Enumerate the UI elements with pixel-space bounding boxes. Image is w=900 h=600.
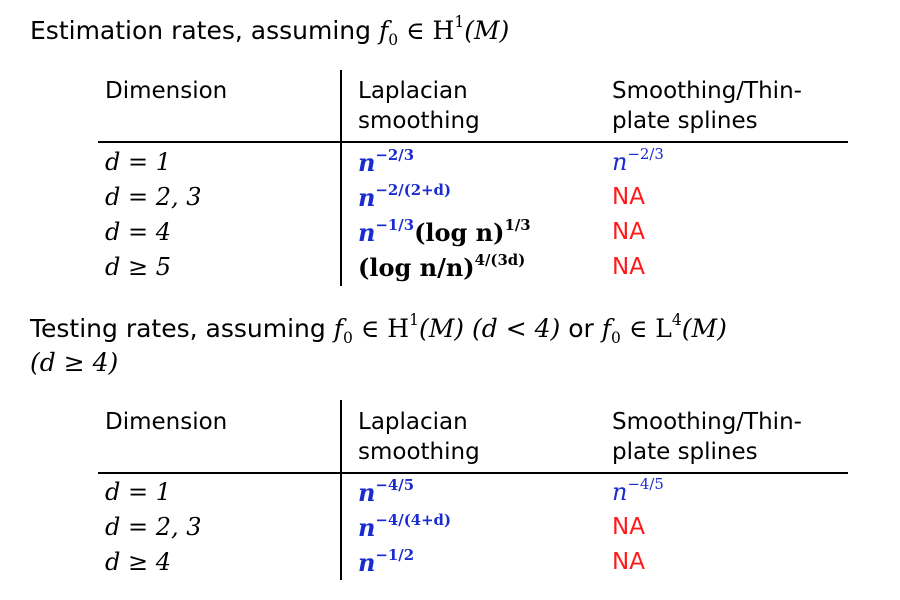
row-laplacian-rate: n−1/2 (358, 545, 415, 577)
header-dimension: Dimension (105, 78, 228, 104)
header-dimension: Dimension (105, 409, 228, 435)
row-dimension: d = 1 (105, 148, 171, 176)
header-rule (98, 141, 848, 143)
header-laplacian-line2: smoothing (358, 108, 480, 134)
row-spline-na: NA (612, 549, 645, 575)
row-dimension: d = 2, 3 (105, 183, 202, 211)
row-laplacian-rate: (log n/n)4/(3d) (358, 250, 526, 282)
header-splines-line2: plate splines (612, 108, 758, 134)
testing-heading: Testing rates, assuming f0 ∈ H1(M) (d < … (30, 311, 727, 347)
row-dimension: d ≥ 5 (105, 253, 171, 281)
header-rule (98, 472, 848, 474)
row-spline-na: NA (612, 184, 645, 210)
row-spline-na: NA (612, 254, 645, 280)
testing-heading-line2: (d ≥ 4) (30, 348, 119, 377)
row-laplacian-rate: n−2/(2+d) (358, 180, 451, 212)
header-laplacian-line2: smoothing (358, 439, 480, 465)
row-spline-na: NA (612, 514, 645, 540)
row-laplacian-rate: n−4/(4+d) (358, 510, 451, 542)
header-laplacian-line1: Laplacian (358, 78, 468, 104)
header-splines-line2: plate splines (612, 439, 758, 465)
header-splines-line1: Smoothing/Thin- (612, 78, 802, 104)
row-laplacian-rate: n−2/3 (358, 145, 415, 177)
row-dimension: d = 4 (105, 218, 171, 246)
row-spline-rate: n−4/5 (612, 474, 664, 506)
heading-math: f0 ∈ H1(M) (378, 13, 510, 49)
row-dimension: d = 2, 3 (105, 513, 202, 541)
row-laplacian-rate: n−4/5 (358, 475, 415, 507)
header-laplacian-line1: Laplacian (358, 409, 468, 435)
column-divider (340, 70, 342, 286)
row-laplacian-rate: n−1/3(log n)1/3 (358, 215, 531, 247)
row-dimension: d ≥ 4 (105, 548, 171, 576)
row-dimension: d = 1 (105, 478, 171, 506)
row-spline-na: NA (612, 219, 645, 245)
column-divider (340, 400, 342, 580)
header-splines-line1: Smoothing/Thin- (612, 409, 802, 435)
row-spline-rate: n−2/3 (612, 144, 664, 176)
estimation-heading: Estimation rates, assuming f0 ∈ H1(M) (30, 13, 510, 49)
